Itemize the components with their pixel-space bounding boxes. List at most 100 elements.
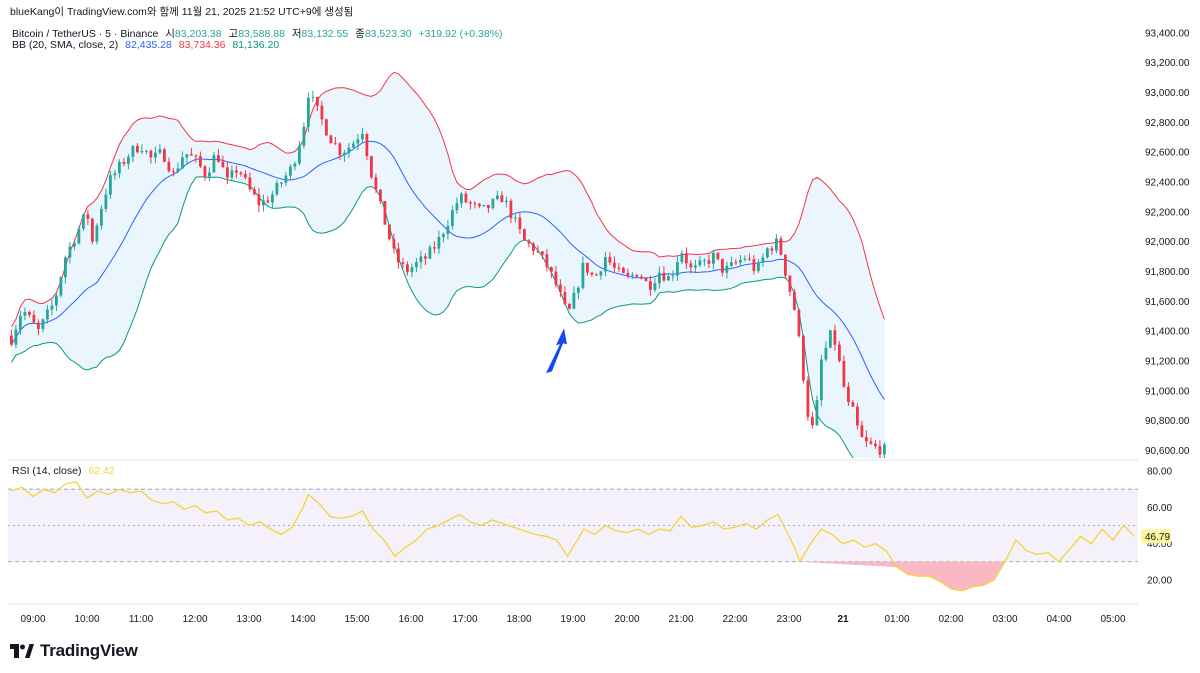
candle[interactable] bbox=[86, 210, 90, 225]
candle[interactable] bbox=[523, 228, 526, 241]
candle[interactable] bbox=[109, 170, 112, 199]
candle[interactable] bbox=[230, 165, 234, 181]
candle[interactable] bbox=[689, 259, 693, 274]
candle[interactable] bbox=[676, 256, 679, 281]
rsi-line[interactable] bbox=[11, 481, 1136, 592]
candle[interactable] bbox=[793, 288, 796, 311]
candle[interactable] bbox=[667, 273, 670, 281]
candle[interactable] bbox=[374, 173, 378, 193]
candle[interactable] bbox=[595, 273, 598, 276]
candle[interactable] bbox=[406, 261, 409, 276]
candle[interactable] bbox=[806, 376, 810, 421]
candle[interactable] bbox=[550, 266, 553, 278]
candle[interactable] bbox=[775, 234, 778, 254]
candle[interactable] bbox=[559, 279, 562, 297]
candle[interactable] bbox=[428, 244, 432, 260]
candle[interactable] bbox=[361, 127, 364, 143]
rsi-label[interactable]: RSI (14, close) bbox=[12, 465, 82, 477]
candle[interactable] bbox=[194, 154, 198, 163]
candle[interactable] bbox=[302, 122, 306, 149]
candle[interactable] bbox=[581, 256, 585, 290]
candle[interactable] bbox=[707, 254, 711, 269]
candle[interactable] bbox=[68, 241, 72, 264]
candle[interactable] bbox=[491, 197, 495, 210]
candle[interactable] bbox=[734, 259, 738, 266]
candle[interactable] bbox=[446, 219, 450, 240]
candle[interactable] bbox=[64, 255, 67, 284]
candle[interactable] bbox=[145, 149, 148, 155]
candle[interactable] bbox=[401, 257, 405, 269]
candle[interactable] bbox=[815, 395, 819, 426]
candle[interactable] bbox=[563, 286, 567, 306]
candle[interactable] bbox=[127, 154, 130, 170]
candle[interactable] bbox=[352, 140, 355, 148]
candle[interactable] bbox=[397, 242, 400, 269]
candle[interactable] bbox=[527, 239, 531, 248]
candle[interactable] bbox=[41, 318, 45, 333]
candle[interactable] bbox=[235, 165, 238, 179]
candle[interactable] bbox=[100, 205, 103, 230]
candle[interactable] bbox=[500, 191, 504, 203]
candle[interactable] bbox=[239, 171, 243, 177]
candle[interactable] bbox=[653, 278, 657, 293]
candle[interactable] bbox=[284, 171, 288, 187]
bollinger-lower-line[interactable] bbox=[10, 176, 884, 480]
candle[interactable] bbox=[185, 154, 189, 164]
tradingview-logo[interactable]: TradingView bbox=[10, 641, 138, 661]
candle[interactable] bbox=[419, 250, 423, 269]
candle[interactable] bbox=[460, 191, 463, 208]
candle[interactable] bbox=[622, 266, 625, 274]
candle[interactable] bbox=[613, 256, 616, 273]
candle[interactable] bbox=[266, 196, 270, 204]
candle[interactable] bbox=[82, 214, 85, 232]
candle[interactable] bbox=[464, 191, 468, 204]
candle[interactable] bbox=[59, 276, 63, 298]
candle[interactable] bbox=[545, 248, 549, 272]
candle[interactable] bbox=[568, 302, 571, 310]
bollinger-upper-line[interactable] bbox=[10, 71, 885, 327]
candle[interactable] bbox=[487, 204, 490, 213]
channel-mid-line[interactable] bbox=[1140, 100, 1200, 361]
candle[interactable] bbox=[703, 258, 706, 267]
candle[interactable] bbox=[104, 188, 108, 212]
bb-label[interactable]: BB (20, SMA, close, 2) bbox=[12, 39, 119, 51]
candle[interactable] bbox=[257, 187, 261, 213]
candle[interactable] bbox=[248, 172, 252, 192]
annotation-arrow-icon[interactable] bbox=[546, 328, 567, 374]
candle[interactable] bbox=[847, 382, 850, 406]
candle[interactable] bbox=[725, 261, 729, 279]
candle[interactable] bbox=[730, 256, 733, 268]
candle[interactable] bbox=[838, 341, 841, 363]
price-pane[interactable] bbox=[10, 0, 1200, 480]
candle[interactable] bbox=[473, 201, 477, 209]
candle[interactable] bbox=[118, 159, 121, 178]
candle[interactable] bbox=[365, 132, 369, 161]
candle[interactable] bbox=[410, 263, 414, 277]
candle[interactable] bbox=[50, 299, 54, 316]
candle[interactable] bbox=[424, 253, 427, 266]
candle[interactable] bbox=[55, 293, 58, 312]
candle[interactable] bbox=[694, 259, 697, 273]
candle[interactable] bbox=[316, 96, 319, 111]
candle[interactable] bbox=[19, 310, 22, 335]
candle[interactable] bbox=[658, 266, 661, 289]
channel-upper-line[interactable] bbox=[1140, 0, 1200, 272]
candle[interactable] bbox=[496, 190, 499, 201]
candle[interactable] bbox=[149, 149, 153, 164]
candle[interactable] bbox=[212, 151, 216, 173]
candle[interactable] bbox=[572, 286, 576, 310]
candle[interactable] bbox=[388, 224, 391, 241]
candle[interactable] bbox=[878, 440, 882, 459]
candle[interactable] bbox=[631, 272, 634, 280]
candle[interactable] bbox=[343, 149, 346, 163]
candle[interactable] bbox=[680, 250, 684, 265]
candle[interactable] bbox=[599, 270, 603, 280]
candle[interactable] bbox=[833, 324, 837, 351]
candle[interactable] bbox=[743, 255, 747, 262]
candle[interactable] bbox=[851, 400, 855, 407]
candle[interactable] bbox=[860, 420, 864, 438]
candle[interactable] bbox=[514, 213, 517, 223]
candle[interactable] bbox=[122, 157, 126, 167]
candle[interactable] bbox=[154, 146, 157, 164]
